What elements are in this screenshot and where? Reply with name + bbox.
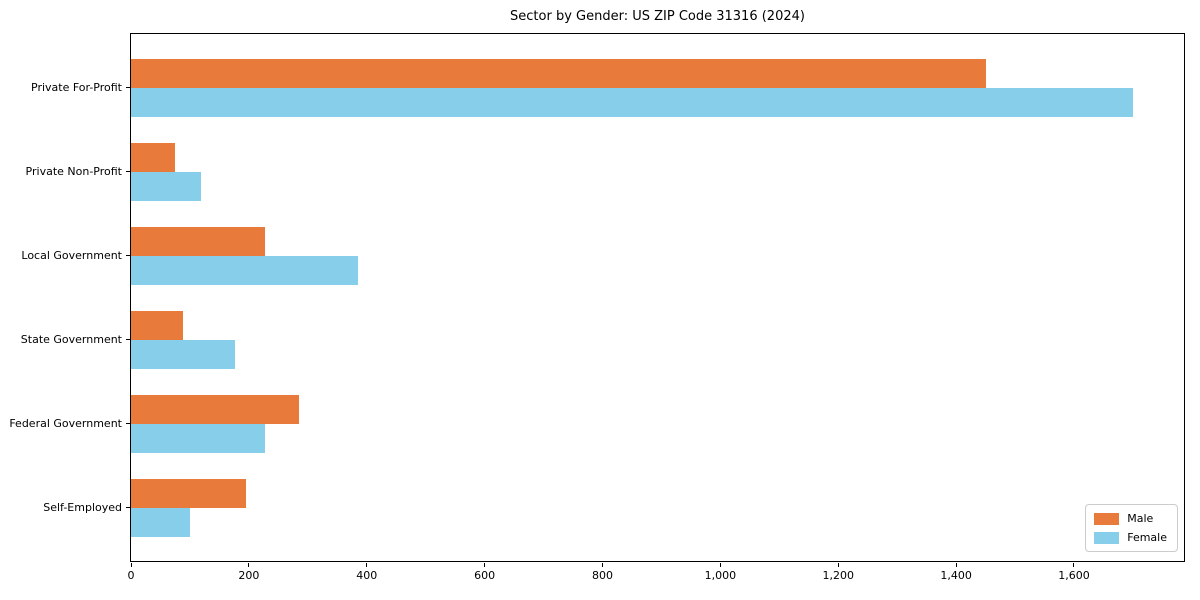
x-tick-label: 600 [474, 569, 496, 582]
x-tick [955, 562, 957, 567]
y-tick-label-private-non-profit: Private Non-Profit [25, 164, 122, 178]
y-tick [125, 255, 130, 256]
y-tick [125, 339, 130, 340]
y-tick-label-local-government: Local Government [21, 248, 122, 262]
bar-male-private-for-profit [131, 58, 986, 88]
x-tick-label: 800 [591, 569, 613, 582]
bar-male-federal-government [131, 394, 299, 424]
y-tick [125, 171, 130, 172]
bar-male-self-employed [131, 478, 246, 508]
plot-area: 0 200 400 600 800 1,000 1,200 1,400 1,600 Private… [9, 33, 1185, 582]
x-tick-label: 0 [127, 569, 135, 582]
y-tick [125, 507, 130, 508]
x-tick [484, 562, 486, 567]
x-tick-label: 1,400 [940, 569, 972, 582]
bar-female-self-employed [131, 507, 190, 537]
x-tick [248, 562, 250, 567]
bar-female-private-for-profit [131, 87, 1133, 117]
y-tick [125, 87, 130, 88]
legend-label-female: Female [1127, 531, 1167, 544]
legend-entry-male: Male [1094, 512, 1167, 525]
x-tick [130, 562, 132, 567]
chart-title: Sector by Gender: US ZIP Code 31316 (202… [510, 9, 805, 24]
bar-female-private-non-profit [131, 171, 201, 201]
legend-swatch-male [1094, 512, 1120, 525]
legend-entry-female: Female [1094, 531, 1167, 544]
x-tick-label: 400 [356, 569, 378, 582]
x-tick [837, 562, 839, 567]
bar-female-state-government [131, 339, 235, 369]
y-tick-label-private-for-profit: Private For-Profit [31, 80, 122, 94]
legend-label-male: Male [1127, 512, 1154, 525]
x-tick-label: 1,600 [1058, 569, 1090, 582]
bar-female-federal-government [131, 423, 265, 453]
y-tick-label-state-government: State Government [20, 332, 122, 346]
x-tick-label: 200 [238, 569, 260, 582]
bar-male-local-government [131, 226, 265, 256]
x-tick [601, 562, 603, 567]
legend: Male Female [1085, 504, 1178, 552]
legend-swatch-female [1094, 531, 1120, 544]
y-tick-label-federal-government: Federal Government [9, 416, 122, 430]
bar-male-state-government [131, 310, 183, 340]
x-tick [1073, 562, 1075, 567]
bar-female-local-government [131, 255, 358, 285]
x-tick-label: 1,200 [822, 569, 854, 582]
y-tick-label-self-employed: Self-Employed [43, 500, 122, 514]
x-tick [366, 562, 368, 567]
x-tick-label: 1,000 [704, 569, 737, 582]
y-tick [125, 423, 130, 424]
bar-male-private-non-profit [131, 142, 175, 172]
x-tick [719, 562, 721, 567]
